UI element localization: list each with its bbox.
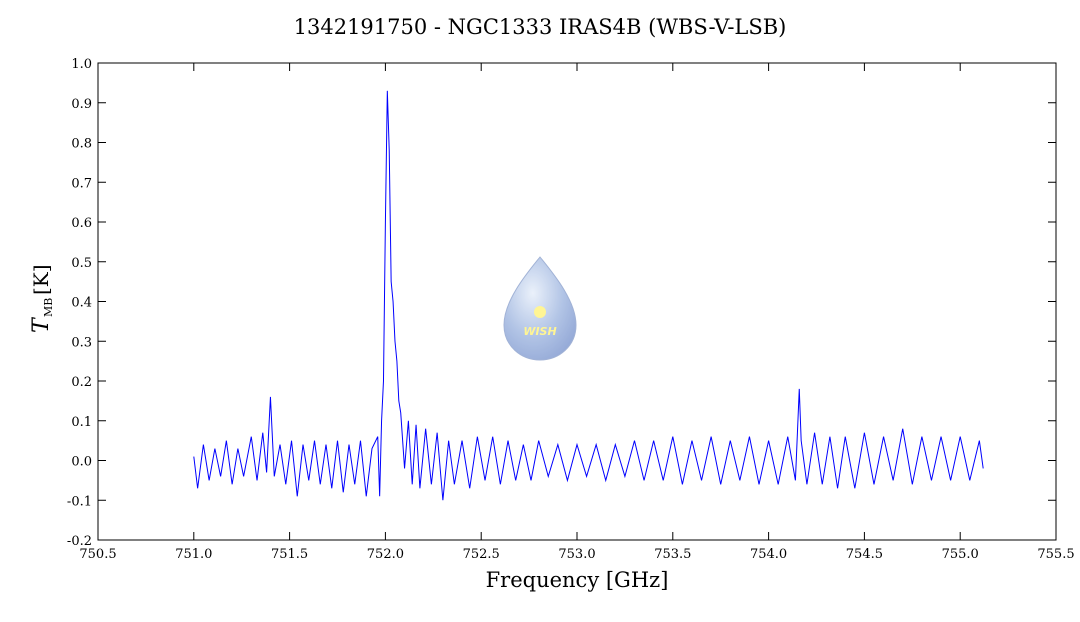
y-axis-subscript: MB [42,298,55,317]
spectrum-line [193,90,984,501]
x-tick-label: 752.0 [367,547,404,562]
x-tick-label: 754.0 [750,547,787,562]
x-tick-label: 753.5 [654,547,691,562]
x-axis-label: Frequency [GHz] [486,568,669,592]
logo: WISH [503,256,577,361]
y-tick-label: 0.8 [71,137,92,152]
y-tick-label: 1.0 [71,57,92,72]
x-tick-label: 751.0 [175,547,212,562]
x-tick-label: 754.5 [846,547,883,562]
y-tick-label: 0.6 [71,216,92,231]
y-tick-label: 0.5 [71,256,92,271]
y-tick-label: -0.1 [67,494,92,509]
x-tick-label: 752.5 [463,547,500,562]
x-tick-label: 750.5 [79,547,116,562]
y-axis-symbol: T [29,316,54,333]
logo-star [534,306,546,318]
x-tick-label: 755.0 [942,547,979,562]
logo-text: WISH [523,325,556,338]
x-tick-label: 751.5 [271,547,308,562]
y-tick-label: 0.9 [71,97,92,112]
y-tick-label: 0.2 [71,375,92,390]
y-tick-label: 0.4 [71,296,92,311]
chart-title: 1342191750 - NGC1333 IRAS4B (WBS-V-LSB) [294,15,787,39]
x-tick-label: 755.5 [1037,547,1074,562]
y-tick-label: 0.1 [71,415,92,430]
y-tick-label: -0.2 [67,534,92,549]
y-tick-label: 0.3 [71,335,92,350]
y-tick-label: 0.7 [71,176,92,191]
x-tick-label: 753.0 [558,547,595,562]
y-tick-label: 0.0 [71,455,92,470]
y-axis-label: T MB [K] [29,264,55,333]
y-axis-unit: [K] [29,264,53,295]
